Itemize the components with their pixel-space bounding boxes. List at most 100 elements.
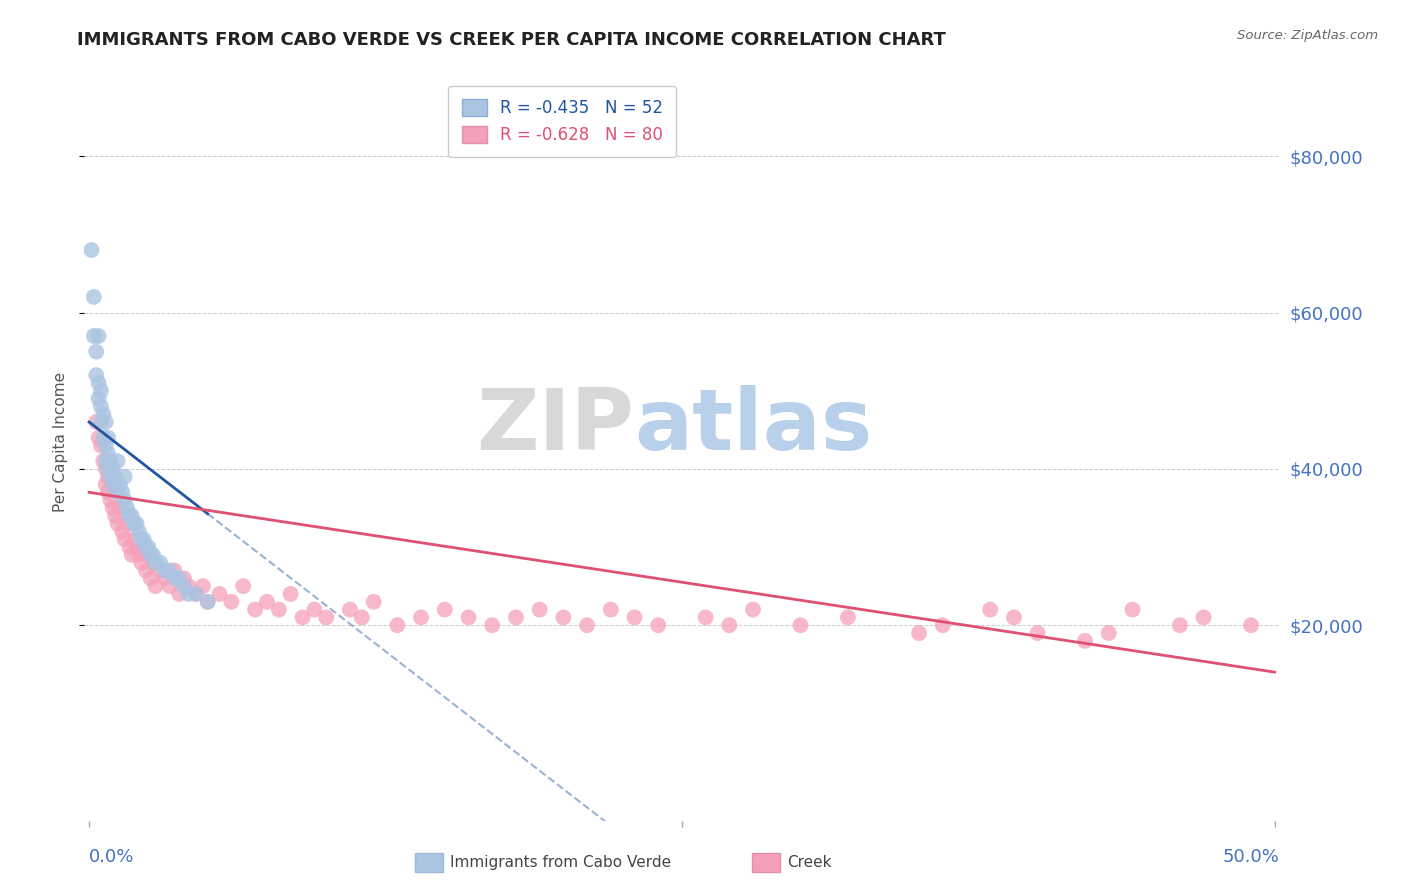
- Point: [129, 556, 152, 570]
- Point: [1098, 626, 1121, 640]
- Point: [111, 485, 134, 500]
- Point: [1192, 610, 1215, 624]
- Point: [163, 571, 186, 585]
- Point: [100, 469, 122, 483]
- Point: [90, 384, 112, 398]
- Point: [97, 469, 120, 483]
- Point: [80, 243, 103, 257]
- Point: [101, 477, 124, 491]
- Point: [87, 329, 110, 343]
- Point: [97, 485, 120, 500]
- Point: [1074, 633, 1097, 648]
- Point: [97, 462, 120, 476]
- Point: [125, 516, 148, 531]
- Point: [139, 548, 162, 562]
- Y-axis label: Per Capita Income: Per Capita Income: [53, 371, 69, 512]
- Point: [115, 500, 138, 515]
- Point: [97, 431, 120, 445]
- Point: [932, 618, 955, 632]
- Legend: R = -0.435   N = 52, R = -0.628   N = 80: R = -0.435 N = 52, R = -0.628 N = 80: [449, 86, 676, 157]
- Point: [304, 602, 326, 616]
- Point: [145, 556, 167, 570]
- Point: [122, 516, 145, 531]
- Point: [90, 438, 112, 452]
- Point: [122, 533, 145, 547]
- Point: [191, 579, 214, 593]
- Point: [111, 524, 134, 539]
- Point: [114, 533, 136, 547]
- Point: [84, 415, 107, 429]
- Point: [1121, 602, 1143, 616]
- Text: 50.0%: 50.0%: [1223, 848, 1279, 866]
- Point: [267, 602, 290, 616]
- Point: [101, 500, 124, 515]
- Point: [184, 587, 207, 601]
- Point: [83, 329, 105, 343]
- Point: [153, 564, 176, 578]
- Point: [742, 602, 765, 616]
- Point: [132, 540, 155, 554]
- Point: [84, 344, 107, 359]
- Point: [114, 493, 136, 508]
- Point: [291, 610, 314, 624]
- Point: [908, 626, 931, 640]
- Point: [232, 579, 254, 593]
- Point: [114, 469, 136, 483]
- Point: [101, 462, 124, 476]
- Point: [135, 540, 157, 554]
- Point: [529, 602, 551, 616]
- Point: [94, 454, 117, 468]
- Point: [177, 587, 200, 601]
- Text: Source: ZipAtlas.com: Source: ZipAtlas.com: [1237, 29, 1378, 42]
- Point: [90, 400, 112, 414]
- Text: Creek: Creek: [787, 855, 832, 870]
- Point: [84, 368, 107, 383]
- Point: [107, 454, 129, 468]
- Point: [243, 602, 266, 616]
- Point: [280, 587, 302, 601]
- Point: [128, 548, 150, 562]
- Point: [256, 595, 278, 609]
- Point: [167, 571, 190, 585]
- Point: [457, 610, 479, 624]
- Point: [363, 595, 385, 609]
- Point: [138, 540, 160, 554]
- Point: [1168, 618, 1191, 632]
- Point: [167, 587, 190, 601]
- Point: [1240, 618, 1263, 632]
- Point: [505, 610, 527, 624]
- Text: ZIP: ZIP: [477, 384, 634, 468]
- Point: [576, 618, 599, 632]
- Text: 0.0%: 0.0%: [89, 848, 135, 866]
- Point: [121, 548, 143, 562]
- Point: [100, 454, 122, 468]
- Point: [121, 508, 143, 523]
- Point: [118, 508, 141, 523]
- Point: [184, 587, 207, 601]
- Point: [159, 579, 181, 593]
- Text: IMMIGRANTS FROM CABO VERDE VS CREEK PER CAPITA INCOME CORRELATION CHART: IMMIGRANTS FROM CABO VERDE VS CREEK PER …: [77, 31, 946, 49]
- Point: [789, 618, 811, 632]
- Point: [149, 564, 172, 578]
- Point: [87, 431, 110, 445]
- Point: [135, 564, 157, 578]
- Point: [173, 571, 195, 585]
- Point: [647, 618, 669, 632]
- Point: [94, 477, 117, 491]
- Point: [142, 548, 165, 562]
- Point: [104, 508, 127, 523]
- Point: [94, 462, 117, 476]
- Point: [1026, 626, 1049, 640]
- Point: [173, 579, 195, 593]
- Point: [107, 516, 129, 531]
- Point: [97, 446, 120, 460]
- Point: [108, 500, 131, 515]
- Point: [599, 602, 621, 616]
- Point: [718, 618, 741, 632]
- Point: [221, 595, 243, 609]
- Point: [350, 610, 373, 624]
- Point: [108, 477, 131, 491]
- Point: [104, 469, 127, 483]
- Point: [481, 618, 503, 632]
- Point: [142, 556, 165, 570]
